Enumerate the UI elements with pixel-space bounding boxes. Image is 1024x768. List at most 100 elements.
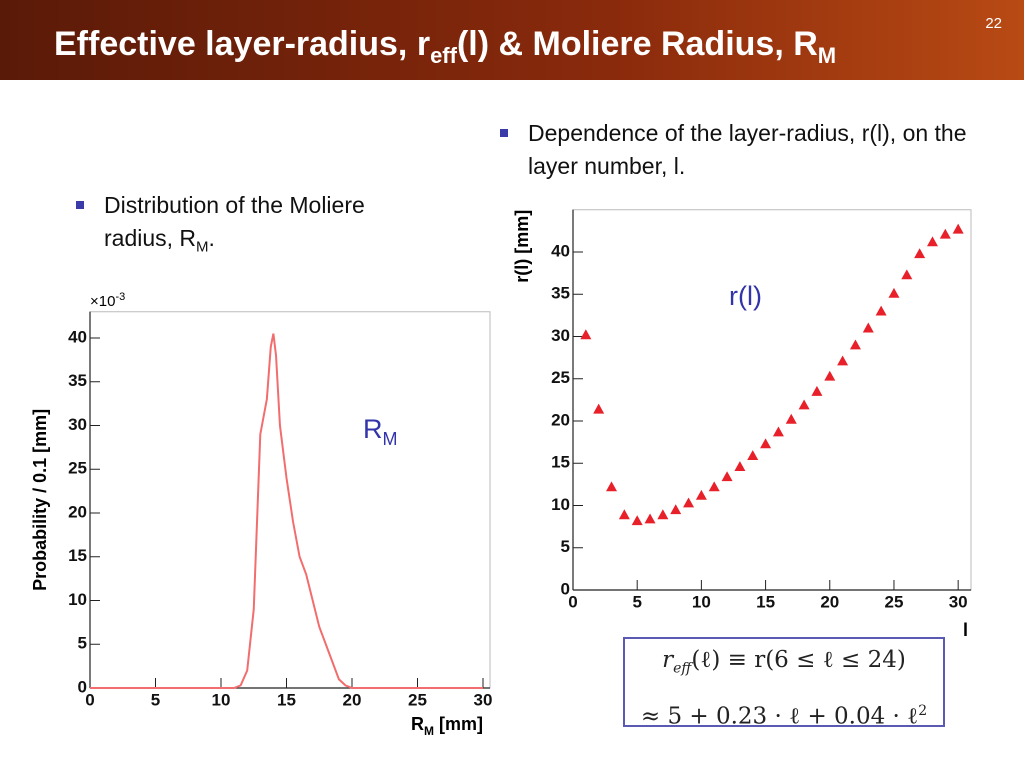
data-line	[90, 333, 483, 689]
data-point	[875, 305, 887, 316]
data-point	[849, 339, 861, 350]
x-tick-label: 30	[474, 690, 493, 709]
y-tick-label: 40	[68, 327, 87, 346]
x-tick-label: 20	[343, 690, 362, 709]
data-point	[670, 504, 682, 515]
bullet-sub: M	[196, 238, 209, 256]
data-point	[901, 269, 913, 280]
data-point	[631, 515, 643, 526]
y-axis-label: Probability / 0.1 [mm]	[30, 409, 50, 591]
data-point	[888, 287, 900, 298]
annotation: r(l)	[729, 281, 762, 311]
y-tick-label: 10	[68, 590, 87, 609]
y-tick-label: 35	[68, 371, 87, 390]
x-tick-label: 25	[408, 690, 427, 709]
y-tick-label: 40	[551, 241, 570, 260]
x-tick-label: 0	[85, 690, 94, 709]
plot-frame	[572, 209, 972, 591]
y-tick-label: 10	[551, 495, 570, 514]
multiplier-base: ×10	[90, 293, 115, 310]
annotation-sub: M	[383, 429, 398, 449]
title-sub: eff	[430, 43, 458, 68]
x-label-sub: M	[424, 724, 434, 738]
bullet-tail: .	[208, 225, 215, 251]
annotation: RM	[363, 414, 398, 449]
y-tick-label: 25	[68, 459, 87, 478]
x-label-unit: [mm]	[439, 714, 483, 734]
y-tick-label: 5	[78, 634, 87, 653]
data-point	[811, 385, 823, 396]
data-point	[837, 355, 849, 366]
x-tick-label: 30	[949, 592, 968, 611]
y-tick-label: 30	[551, 326, 570, 345]
data-point	[618, 509, 630, 520]
data-point	[798, 399, 810, 410]
data-point	[683, 497, 695, 508]
formula-sub: eff	[673, 661, 691, 677]
formula-text: (ℓ) ≡ r(6 ≤ ℓ ≤ 24)	[691, 647, 906, 673]
formula-line: ≈ 5 + 0.23 · ℓ + 0.04 · ℓ2	[625, 690, 943, 738]
y-tick-label: 35	[551, 284, 570, 303]
x-axis-label: RM [mm]	[411, 714, 483, 738]
y-multiplier: ×10-3	[90, 291, 125, 310]
data-point	[695, 489, 707, 500]
bullet: Dependence of the layer-radius, r(l), on…	[500, 117, 998, 183]
formula-text: r	[662, 647, 674, 673]
data-point	[914, 248, 926, 259]
header-bar	[0, 0, 1024, 80]
data-point	[760, 438, 772, 449]
x-tick-label: 10	[692, 592, 711, 611]
data-point	[580, 329, 592, 340]
x-axis-label: l	[963, 620, 968, 640]
title-sub: M	[818, 43, 836, 68]
data-point	[926, 236, 938, 247]
data-point	[606, 481, 618, 492]
data-point	[862, 322, 874, 333]
data-point	[708, 481, 720, 492]
data-point	[747, 450, 759, 461]
y-axis-label: r(l) [mm]	[512, 210, 532, 283]
data-point	[824, 370, 836, 381]
title-part: Effective layer-radius, r	[54, 25, 430, 63]
y-tick-label: 15	[68, 546, 87, 565]
x-tick-label: 20	[820, 592, 839, 611]
slide-number: 22	[985, 15, 1002, 32]
data-point	[721, 471, 733, 482]
data-point	[939, 228, 951, 239]
y-tick-label: 0	[78, 677, 87, 696]
bullet: Distribution of the Moliere radius, RM.	[76, 189, 434, 264]
data-point	[593, 403, 605, 414]
formula-text: eff	[673, 660, 692, 677]
x-tick-label: 5	[151, 690, 160, 709]
formula-box: reff(ℓ) ≡ r(6 ≤ ℓ ≤ 24) ≈ 5 + 0.23 · ℓ +…	[623, 637, 945, 729]
x-label-text: R	[411, 714, 424, 734]
formula-sup: 2	[918, 702, 928, 719]
data-point	[785, 413, 797, 424]
x-tick-label: 10	[212, 690, 231, 709]
x-tick-label: 15	[277, 690, 296, 709]
x-tick-label: 15	[756, 592, 775, 611]
data-point	[772, 426, 784, 437]
data-point	[952, 223, 964, 234]
x-tick-label: 25	[885, 592, 904, 611]
y-tick-label: 25	[551, 368, 570, 387]
y-tick-label: 30	[68, 415, 87, 434]
bullet-text: Dependence of the layer-radius, r(l), on…	[528, 120, 967, 179]
annotation-text: r(l)	[729, 281, 762, 311]
multiplier-exp: -3	[115, 291, 125, 303]
data-point	[734, 461, 746, 472]
annotation-text: R	[363, 414, 383, 444]
x-tick-label: 5	[632, 592, 641, 611]
formula-line: reff(ℓ) ≡ r(6 ≤ ℓ ≤ 24)	[625, 639, 943, 690]
slide-title: Effective layer-radius, reff(l) & Molier…	[54, 25, 836, 68]
data-point	[657, 509, 669, 520]
title-part: (l) & Moliere Radius, R	[457, 25, 818, 63]
y-tick-label: 5	[561, 537, 570, 556]
y-tick-label: 20	[68, 502, 87, 521]
y-tick-label: 15	[551, 453, 570, 472]
x-tick-label: 0	[568, 592, 577, 611]
y-tick-label: 0	[561, 579, 570, 598]
formula-text: ≈ 5 + 0.23 · ℓ + 0.04 · ℓ	[640, 703, 919, 730]
